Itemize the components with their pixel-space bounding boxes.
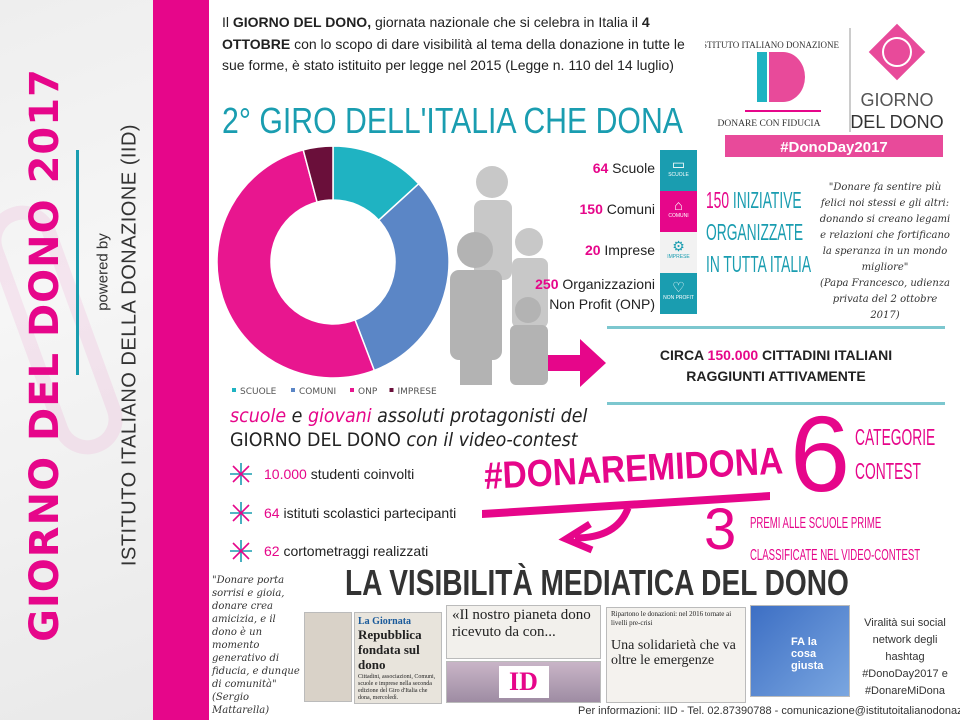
pink-bar bbox=[153, 0, 209, 720]
bullet-item: 10.000 studenti coinvolti bbox=[230, 463, 414, 485]
sidebar-panel: GIORNO DEL DONO 2017 powered by ISTITUTO… bbox=[0, 0, 153, 720]
press-clip: «Il nostro pianeta dono ricevuto da con.… bbox=[446, 605, 601, 659]
logo-arc-text: ISTITUTO ITALIANO DONAZIONE bbox=[705, 40, 840, 50]
initiatives-text: 150 INIZIATIVE ORGANIZZATE IN TUTTA ITALIA bbox=[706, 187, 812, 277]
legend-label: SCUOLE bbox=[240, 387, 277, 397]
legend-swatch bbox=[291, 388, 295, 392]
id-logo: ID bbox=[498, 666, 549, 698]
legend-label: IMPRESE bbox=[398, 387, 437, 397]
stat-imprese: 20 Imprese bbox=[584, 242, 655, 258]
legend-swatch bbox=[389, 388, 394, 392]
asterisk-icon bbox=[230, 463, 252, 485]
curved-arrow-icon bbox=[482, 492, 770, 554]
building-icon: ⌂ bbox=[674, 197, 683, 213]
stat-comuni: 150 Comuni bbox=[579, 201, 656, 217]
gears-icon: ⚙ bbox=[672, 238, 685, 254]
book-icon: ▭ bbox=[671, 156, 686, 172]
stat-scuole: 64 Scuole bbox=[592, 160, 655, 176]
asterisk-icon bbox=[230, 502, 252, 524]
legend-label: ONP bbox=[358, 387, 378, 397]
prizes-text: PREMI ALLE SCUOLE PRIME CLASSIFICATE NEL … bbox=[750, 515, 921, 564]
prizes-number: 3 bbox=[704, 497, 737, 562]
asterisk-icon bbox=[230, 540, 252, 562]
divider bbox=[76, 150, 79, 375]
powered-by: powered by bbox=[94, 233, 112, 311]
tile-comuni: ⌂ COMUNI bbox=[660, 191, 697, 232]
categories-text: CATEGORIE CONTEST bbox=[855, 424, 936, 484]
tile-imprese: ⚙ IMPRESE bbox=[660, 232, 697, 273]
logo-brand-line2: DEL DONO bbox=[850, 112, 943, 132]
tile-scuole: ▭ SCUOLE bbox=[660, 150, 697, 191]
press-clip: Ripartono le donazioni: nel 2016 tornate… bbox=[606, 607, 746, 703]
press-photo bbox=[304, 612, 352, 702]
people-icon bbox=[450, 166, 548, 385]
viral-text: Viralità sui social network degli hashta… bbox=[862, 617, 948, 697]
legend-label: COMUNI bbox=[299, 387, 336, 397]
organization-name: ISTITUTO ITALIANO DELLA DONAZIONE (IID) bbox=[118, 123, 141, 567]
legend-swatch bbox=[232, 388, 236, 392]
donut-slice-imprese bbox=[302, 145, 334, 203]
logo-hashtag: #DonoDay2017 bbox=[780, 139, 888, 156]
categories-number: 6 bbox=[790, 393, 851, 514]
logo-tagline: DONARE CON FIDUCIA bbox=[718, 119, 821, 129]
reach-text: CIRCA 150.000 CITTADINI ITALIANI RAGGIUNT… bbox=[659, 347, 893, 384]
logo-brand-line1: GIORNO bbox=[860, 90, 933, 110]
footer-contact: Per informazioni: IID - Tel. 02.87390788… bbox=[578, 705, 960, 717]
legend-swatch bbox=[350, 388, 354, 392]
pope-quote: "Donare fa sentire più felici noi stessi… bbox=[819, 182, 951, 321]
stat-onp: 250 Organizzazioni Non Profit (ONP) bbox=[535, 276, 655, 312]
sidebar-title: GIORNO DEL DONO 2017 bbox=[22, 68, 68, 642]
tv-screenshot: ID bbox=[446, 661, 601, 703]
heart-icon: ♡ bbox=[672, 279, 685, 295]
section-title: 2° GIRO DELL'ITALIA CHE DONA bbox=[222, 100, 683, 141]
media-title: LA VISIBILITÀ MEDIATICA DEL DONO bbox=[345, 562, 849, 603]
tv-screenshot: FA la cosa giusta bbox=[750, 605, 850, 697]
intro-text: Il GIORNO DEL DONO, giornata nazionale c… bbox=[222, 14, 685, 73]
divider bbox=[607, 326, 945, 329]
donut-slice-onp bbox=[216, 148, 376, 379]
press-clip: La Giornata Repubblica fondata sul dono … bbox=[354, 612, 442, 704]
donut-slice-comuni bbox=[354, 182, 450, 372]
donut-chart: SCUOLE COMUNI ONP IMPRESE bbox=[216, 145, 450, 397]
bullet-item: 64 istituti scolastici partecipanti bbox=[230, 502, 456, 524]
bullet-item: 62 cortometraggi realizzati bbox=[230, 540, 428, 562]
mattarella-quote: "Donare porta sorrisi e gioia, donare cr… bbox=[212, 575, 300, 716]
protagonists-text: scuole e giovani assoluti protagonisti d… bbox=[230, 405, 588, 451]
divider bbox=[607, 402, 945, 405]
arrow-right-icon bbox=[548, 339, 606, 387]
tile-onp: ♡ NON PROFIT bbox=[660, 273, 697, 314]
logo: ISTITUTO ITALIANO DONAZIONE DONARE CON F… bbox=[699, 10, 947, 158]
